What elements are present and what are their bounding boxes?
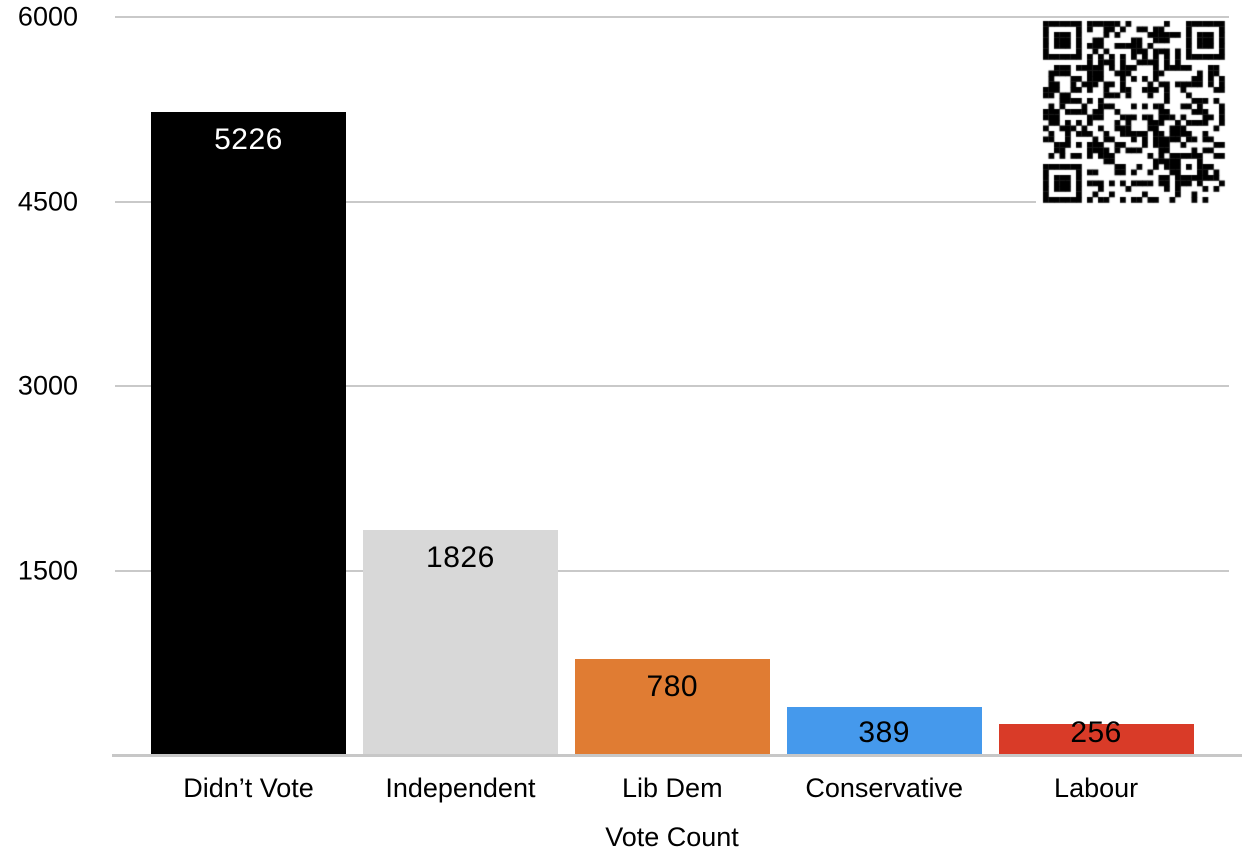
x-axis-title: Vote Count bbox=[605, 822, 739, 852]
bar-lib-dem bbox=[574, 659, 770, 755]
x-axis-category-label-conservative: Conservative bbox=[805, 773, 963, 803]
x-axis-category-label-lib-dem: Lib Dem bbox=[622, 773, 723, 803]
bar-labour bbox=[998, 723, 1194, 755]
bar-value-label-labour: 256 bbox=[1070, 716, 1122, 749]
y-axis-tick-label: 3000 bbox=[17, 370, 78, 401]
gridline-6000 bbox=[115, 16, 1229, 18]
bar-value-label-lib-dem: 780 bbox=[646, 670, 699, 704]
x-axis-category-label-independent: Independent bbox=[385, 773, 536, 803]
y-axis-tick-label: 6000 bbox=[17, 1, 78, 32]
bar-value-label-independent: 1826 bbox=[426, 541, 495, 575]
x-axis-category-label-didn-t-vote: Didn’t Vote bbox=[183, 773, 314, 803]
y-axis-tick-label: 4500 bbox=[17, 186, 78, 216]
qr-code bbox=[1036, 19, 1232, 205]
bar-independent bbox=[362, 530, 558, 755]
gridline-3000 bbox=[115, 385, 1229, 387]
x-axis-line bbox=[112, 754, 1242, 757]
x-axis-category-label-labour: Labour bbox=[1054, 773, 1139, 803]
y-axis-tick-label: 1500 bbox=[17, 555, 78, 585]
gridline-1500 bbox=[115, 569, 1229, 572]
bar-didn-t-vote bbox=[151, 112, 346, 755]
bar-value-label-conservative: 389 bbox=[858, 716, 910, 749]
bar-value-label-didn-t-vote: 5226 bbox=[214, 123, 283, 157]
gridline-4500 bbox=[115, 200, 1229, 203]
bar-conservative bbox=[786, 707, 982, 755]
